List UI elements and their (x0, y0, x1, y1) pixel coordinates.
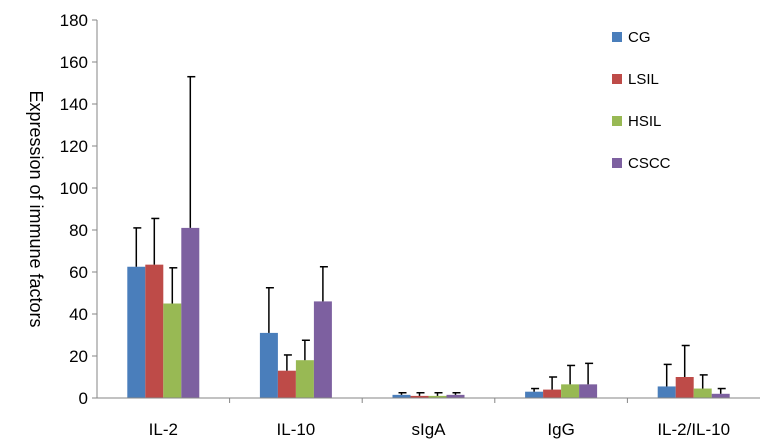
bar (127, 266, 146, 398)
x-tick-label: sIgA (411, 420, 446, 439)
y-axis: 0 20 40 60 80 100 120 140 160 180 (60, 11, 98, 408)
y-tick-label: 40 (69, 305, 88, 324)
y-tick-label: 160 (60, 53, 88, 72)
y-tick-label: 140 (60, 95, 88, 114)
bar (259, 332, 278, 398)
y-tick-label: 20 (69, 347, 88, 366)
legend-label: CG (628, 29, 651, 46)
bar (657, 386, 676, 398)
legend-label: LSIL (628, 71, 659, 88)
x-tick-label: IL-2/IL-10 (657, 420, 730, 439)
bars (127, 75, 730, 398)
legend-swatch (612, 32, 622, 42)
bar (711, 393, 730, 398)
bar (561, 384, 580, 398)
legend-label: HSIL (628, 113, 661, 130)
legend-swatch (612, 116, 622, 126)
y-tick-label: 60 (69, 263, 88, 282)
bar (410, 395, 429, 398)
y-tick-label: 180 (60, 11, 88, 30)
bar (693, 388, 712, 398)
bar (525, 391, 544, 398)
y-tick-label: 0 (79, 389, 88, 408)
x-tick-label: IL-10 (277, 420, 316, 439)
y-tick-label: 120 (60, 137, 88, 156)
legend: CG LSIL HSIL CSCC (612, 29, 671, 172)
y-tick-label: 80 (69, 221, 88, 240)
bar (313, 301, 332, 398)
bar (163, 303, 182, 398)
legend-label: CSCC (628, 155, 671, 172)
bar (295, 360, 314, 398)
x-tick-label: IgG (547, 420, 574, 439)
bar (543, 389, 562, 398)
bar (446, 394, 465, 398)
legend-swatch (612, 74, 622, 84)
bar (277, 370, 296, 398)
bar (181, 227, 200, 398)
bar (392, 394, 411, 398)
bar (675, 377, 694, 398)
y-tick-label: 100 (60, 179, 88, 198)
bar (579, 384, 598, 398)
x-tick-label: IL-2 (149, 420, 178, 439)
legend-swatch (612, 158, 622, 168)
bar (428, 395, 447, 398)
bar (145, 264, 164, 398)
x-axis: IL-2 IL-10 sIgA IgG IL-2/IL-10 (97, 397, 760, 439)
y-axis-title: Expression of immune factors (26, 90, 46, 327)
